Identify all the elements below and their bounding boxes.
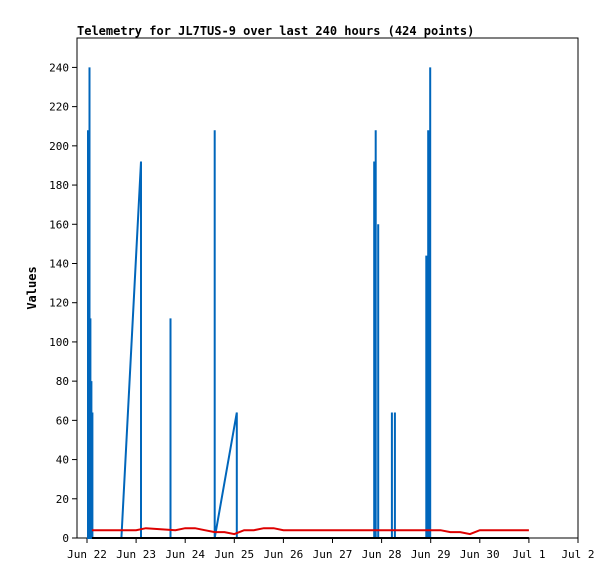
x-tick-label: Jun 29 — [411, 548, 451, 561]
y-tick-label: 20 — [56, 493, 69, 506]
x-tick-label: Jun 28 — [362, 548, 402, 561]
x-tick-label: Jun 25 — [214, 548, 254, 561]
series-line-1 — [87, 67, 432, 539]
x-tick-label: Jun 27 — [313, 548, 353, 561]
series-group — [87, 67, 529, 539]
y-tick-label: 140 — [49, 257, 69, 270]
x-tick-label: Jun 24 — [165, 548, 205, 561]
y-axis: 0 20 40 60 80 100 120 140 160 180 200 220 240 — [49, 61, 77, 545]
x-tick-label: Jun 30 — [460, 548, 500, 561]
series-line-2 — [91, 527, 529, 536]
y-tick-label: 220 — [49, 101, 69, 114]
y-tick-label: 120 — [49, 297, 69, 310]
y-tick-label: 40 — [56, 454, 69, 467]
y-tick-label: 0 — [62, 532, 69, 545]
y-tick-label: 60 — [56, 414, 69, 427]
x-tick-label: Jun 23 — [116, 548, 156, 561]
y-tick-label: 80 — [56, 375, 69, 388]
x-tick-label: Jun 26 — [264, 548, 304, 561]
y-tick-label: 180 — [49, 179, 69, 192]
chart-title: Telemetry for JL7TUS-9 over last 240 hou… — [77, 24, 474, 38]
plot-area-frame — [76, 37, 579, 539]
x-tick-label: Jul 1 — [512, 548, 545, 561]
x-axis: Jun 22 Jun 23 Jun 24 Jun 25 Jun 26 Jun 27 Jun … — [67, 538, 595, 561]
x-tick-label: Jun 22 — [67, 548, 107, 561]
y-axis-label: Values — [25, 266, 39, 309]
y-tick-label: 240 — [49, 61, 69, 74]
y-tick-label: 100 — [49, 336, 69, 349]
y-tick-label: 160 — [49, 218, 69, 231]
y-tick-label: 200 — [49, 140, 69, 153]
x-tick-label: Jul 2 — [561, 548, 594, 561]
